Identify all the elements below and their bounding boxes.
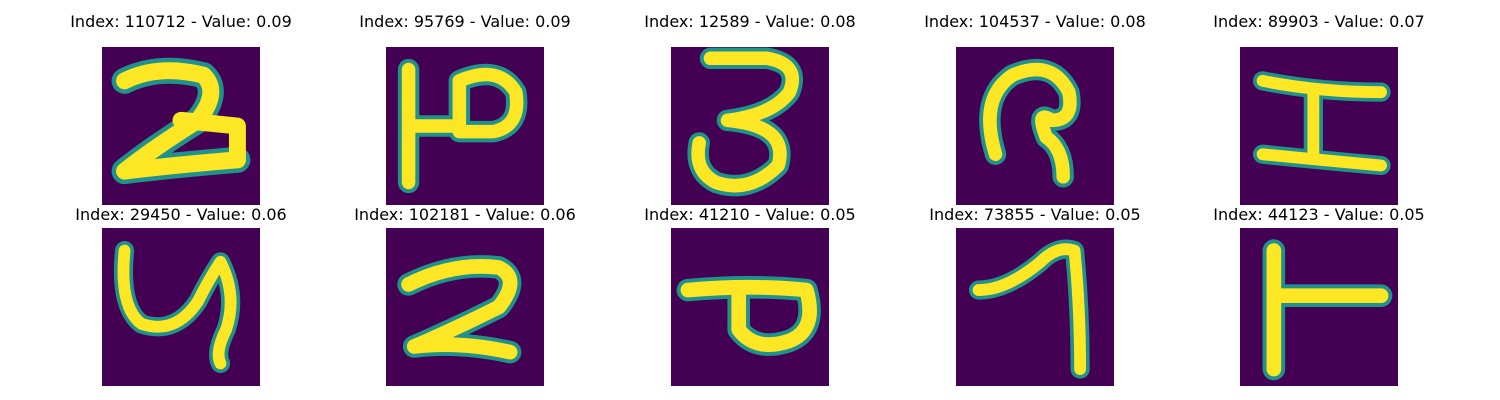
handwritten-glyph-icon	[968, 239, 1090, 379]
glyph-image	[956, 228, 1114, 386]
panel: Index: 102181 - Value: 0.06	[323, 205, 607, 395]
glyph-image	[102, 228, 260, 386]
panel-title: Index: 29450 - Value: 0.06	[75, 205, 287, 224]
panel-title: Index: 44123 - Value: 0.05	[1213, 205, 1425, 224]
handwritten-glyph-icon	[687, 47, 803, 197]
panel-title: Index: 104537 - Value: 0.08	[924, 12, 1146, 31]
glyph-image	[1240, 47, 1398, 205]
glyph-image	[956, 47, 1114, 205]
handwritten-glyph-icon	[397, 255, 522, 364]
panel: Index: 29450 - Value: 0.06	[39, 205, 323, 395]
handwritten-glyph-icon	[1252, 71, 1391, 176]
panel-title: Index: 73855 - Value: 0.05	[929, 205, 1141, 224]
panel: Index: 73855 - Value: 0.05	[893, 205, 1177, 395]
glyph-image	[671, 47, 829, 205]
handwritten-glyph-icon	[676, 275, 821, 356]
panel: Index: 89903 - Value: 0.07	[1177, 12, 1461, 205]
panel: Index: 110712 - Value: 0.09	[39, 12, 323, 205]
panel-title: Index: 110712 - Value: 0.09	[70, 12, 292, 31]
panel: Index: 95769 - Value: 0.09	[323, 12, 607, 205]
panel-title: Index: 95769 - Value: 0.09	[359, 12, 571, 31]
panel-title: Index: 41210 - Value: 0.05	[644, 205, 856, 224]
handwritten-glyph-icon	[111, 57, 251, 185]
handwritten-glyph-icon	[113, 240, 241, 374]
panel: Index: 44123 - Value: 0.05	[1177, 205, 1461, 395]
panel: Index: 12589 - Value: 0.08	[608, 12, 892, 205]
handwritten-glyph-icon	[1262, 239, 1393, 381]
panel-title: Index: 102181 - Value: 0.06	[354, 205, 576, 224]
handwritten-glyph-icon	[979, 58, 1081, 188]
glyph-image	[386, 47, 544, 205]
panel: Index: 104537 - Value: 0.08	[893, 12, 1177, 205]
panel-title: Index: 89903 - Value: 0.07	[1213, 12, 1425, 31]
panel-title: Index: 12589 - Value: 0.08	[644, 12, 856, 31]
glyph-image	[671, 228, 829, 386]
glyph-image	[102, 47, 260, 205]
panel: Index: 41210 - Value: 0.05	[608, 205, 892, 395]
handwritten-glyph-icon	[397, 58, 528, 194]
glyph-image	[386, 228, 544, 386]
glyph-image	[1240, 228, 1398, 386]
